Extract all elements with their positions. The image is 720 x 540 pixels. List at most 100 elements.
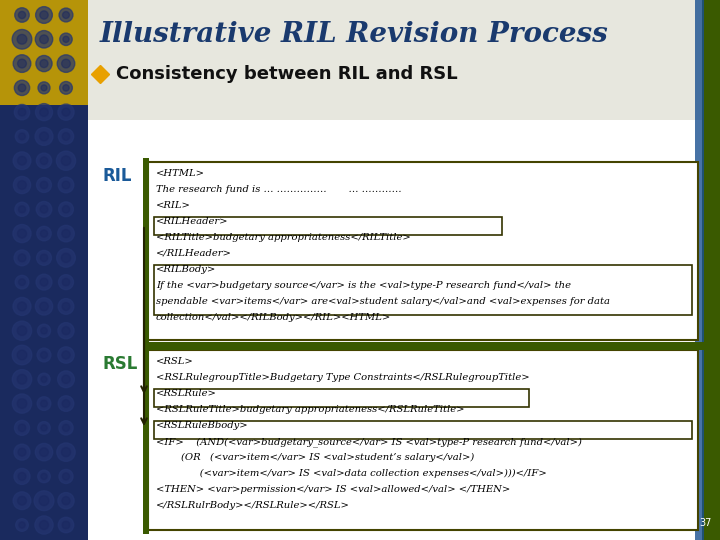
Text: <IF>    (AND(<var>budgetary_source</var> IS <val>type-P research fund</val>): <IF> (AND(<var>budgetary_source</var> IS… [156,437,582,447]
Circle shape [60,82,73,94]
Circle shape [62,59,71,68]
Circle shape [18,181,27,190]
Circle shape [13,492,31,510]
Circle shape [57,55,75,72]
Circle shape [13,225,31,242]
FancyBboxPatch shape [148,162,698,340]
Circle shape [18,424,26,431]
Circle shape [35,104,53,120]
Circle shape [14,177,31,194]
Circle shape [17,59,27,68]
Circle shape [14,250,30,266]
Circle shape [18,84,26,92]
Circle shape [34,491,54,511]
Circle shape [17,326,27,335]
Circle shape [37,324,50,338]
Circle shape [58,492,74,509]
Circle shape [14,420,30,435]
Circle shape [58,275,73,289]
Circle shape [63,473,70,480]
Text: RIL: RIL [103,167,132,185]
Circle shape [19,279,25,286]
Circle shape [36,274,52,290]
Circle shape [58,322,74,339]
Circle shape [17,496,27,505]
Circle shape [41,376,47,382]
Circle shape [58,347,74,363]
Circle shape [59,421,73,435]
Circle shape [14,104,30,120]
Text: If the <var>budgetary source</var> is the <val>type-P research fund</val> the: If the <var>budgetary source</var> is th… [156,281,571,290]
Circle shape [58,177,74,193]
Circle shape [62,400,70,408]
Circle shape [12,369,32,389]
Text: RSL: RSL [103,355,138,373]
Text: Illustrative RIL Revision Process: Illustrative RIL Revision Process [100,21,608,48]
FancyBboxPatch shape [148,350,698,530]
Circle shape [62,108,70,116]
Circle shape [59,8,73,22]
Circle shape [37,226,51,241]
Circle shape [58,517,73,533]
Circle shape [58,225,74,242]
Circle shape [41,425,47,431]
Circle shape [13,298,31,315]
Circle shape [58,396,74,411]
Circle shape [14,444,30,460]
Circle shape [60,33,72,45]
Circle shape [40,108,48,117]
Circle shape [40,59,48,68]
Circle shape [15,130,29,143]
Circle shape [40,352,48,359]
Circle shape [58,299,74,314]
Text: (<var>item</var> IS <val>data collection expenses</val>)))</IF>: (<var>item</var> IS <val>data collection… [156,469,546,478]
Circle shape [18,109,26,116]
Circle shape [35,31,53,48]
Circle shape [17,350,27,360]
Circle shape [17,374,27,384]
Circle shape [58,104,74,120]
Circle shape [40,254,48,261]
Circle shape [62,279,70,286]
Circle shape [37,251,51,265]
Circle shape [61,448,71,457]
Circle shape [57,443,75,461]
FancyBboxPatch shape [702,0,720,540]
Text: Consistency between RIL and RSL: Consistency between RIL and RSL [116,65,458,83]
Circle shape [40,205,48,213]
Text: <RSLRule>: <RSLRule> [156,389,217,398]
Circle shape [35,298,53,315]
Circle shape [62,230,70,238]
Circle shape [62,133,70,140]
Circle shape [13,55,31,72]
Circle shape [40,278,48,286]
Circle shape [18,448,26,456]
Circle shape [62,302,70,310]
Text: (OR   (<var>item</var> IS <val>student’s salary</val>): (OR (<var>item</var> IS <val>student’s s… [156,453,474,462]
Circle shape [17,35,27,44]
Circle shape [40,230,48,237]
Text: </RILHeader>: </RILHeader> [156,249,232,258]
Circle shape [12,321,32,340]
Circle shape [37,348,51,362]
Text: <RSL>: <RSL> [156,357,194,366]
Circle shape [62,351,70,359]
Circle shape [58,371,74,388]
Circle shape [17,229,27,238]
Circle shape [35,6,53,23]
Text: <HTML>: <HTML> [156,169,205,178]
Circle shape [38,373,50,386]
Circle shape [62,375,71,383]
Circle shape [19,133,25,140]
Circle shape [61,156,71,166]
Text: <RILTitle>budgetary appropriateness</RILTitle>: <RILTitle>budgetary appropriateness</RIL… [156,233,410,242]
Circle shape [36,153,52,168]
Circle shape [40,400,48,407]
FancyBboxPatch shape [695,0,704,540]
Text: <RILBody>: <RILBody> [156,265,216,274]
Circle shape [62,521,70,529]
Circle shape [14,80,30,96]
Circle shape [35,516,53,534]
Circle shape [37,178,52,192]
FancyBboxPatch shape [143,342,704,350]
